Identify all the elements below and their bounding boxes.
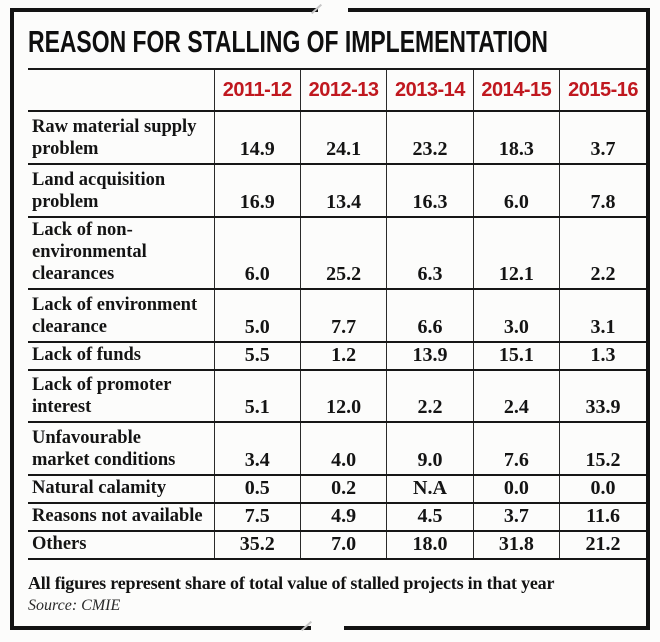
value-cell: 6.0: [213, 217, 301, 290]
value-cell: N.A: [386, 475, 474, 504]
value-cell: 3.4: [213, 422, 301, 476]
value-cell: 7.8: [559, 164, 646, 218]
row-label-text: Lack of non-environmental clearances: [32, 220, 147, 284]
value-cell: 0.5: [213, 475, 301, 504]
value-cell: 2.2: [559, 217, 646, 290]
source-credit: Source: CMIE: [28, 597, 121, 614]
value-cell: 3.7: [472, 503, 560, 532]
value-cell: 0.0: [559, 475, 646, 504]
row-label: Lack of non-environmental clearances: [28, 217, 214, 290]
value-cell: 7.5: [213, 503, 301, 532]
value-cell: 9.0: [386, 422, 474, 476]
year-header: 2014-15: [472, 70, 560, 112]
row-label: Lack of promoter interest: [28, 370, 214, 423]
value-cell: 7.7: [299, 289, 387, 343]
table-row: Lack of non-environmental clearances 6.0 2…: [28, 217, 646, 290]
value-cell: 7.6: [472, 422, 560, 476]
row-label: Raw material supply problem: [28, 111, 214, 165]
row-label-text: Others: [32, 534, 87, 554]
value-cell: 3.0: [472, 289, 560, 343]
row-label-text: Lack of funds: [32, 345, 141, 365]
value-cell: 13.4: [299, 164, 387, 218]
value-cell: 23.2: [386, 111, 474, 165]
value-cell: 11.6: [559, 503, 646, 532]
value-cell: 21.2: [559, 531, 646, 560]
value-cell: 15.2: [559, 422, 646, 476]
value-cell: 7.0: [299, 531, 387, 560]
value-cell: 1.2: [299, 342, 387, 371]
value-cell: 4.5: [386, 503, 474, 532]
row-label-text: Land acquisition problem: [32, 170, 166, 212]
row-label-text: Raw material supply problem: [32, 117, 197, 159]
year-header: 2015-16: [559, 70, 646, 112]
value-cell: 35.2: [213, 531, 301, 560]
value-cell: 25.2: [299, 217, 387, 290]
value-cell: 18.0: [386, 531, 474, 560]
value-cell: 4.0: [299, 422, 387, 476]
value-cell: 2.4: [472, 370, 560, 423]
year-header: 2013-14: [386, 70, 474, 112]
corner-cell: [28, 70, 214, 112]
row-label-text: Lack of promoter interest: [32, 375, 172, 417]
value-cell: 16.3: [386, 164, 474, 218]
row-label: Lack of funds: [28, 342, 214, 371]
value-cell: 0.0: [472, 475, 560, 504]
row-label: Reasons not available: [28, 503, 214, 532]
value-cell: 5.0: [213, 289, 301, 343]
row-label: Unfavourable market conditions: [28, 422, 214, 476]
value-cell: 15.1: [472, 342, 560, 371]
value-cell: 2.2: [386, 370, 474, 423]
value-cell: 18.3: [472, 111, 560, 165]
year-header: 2011-12: [213, 70, 301, 112]
value-cell: 1.3: [559, 342, 646, 371]
value-cell: 24.1: [299, 111, 387, 165]
value-cell: 33.9: [559, 370, 646, 423]
table-row: Lack of promoter interest 5.1 12.0 2.2 2.4 33…: [28, 370, 646, 423]
table-row: Raw material supply problem 14.9 24.1 23.2 1…: [28, 111, 646, 165]
value-cell: 13.9: [386, 342, 474, 371]
footnote: All figures represent share of total val…: [28, 573, 555, 593]
row-label: Natural calamity: [28, 475, 214, 504]
value-cell: 5.1: [213, 370, 301, 423]
value-cell: 5.5: [213, 342, 301, 371]
table-header: 2011-12 2012-13 2013-14 2014-15 2015-16: [28, 70, 646, 112]
value-cell: 4.9: [299, 503, 387, 532]
header-row: 2011-12 2012-13 2013-14 2014-15 2015-16: [28, 70, 646, 112]
row-label: Lack of environment clearance: [28, 289, 214, 343]
stalled-projects-table: 2011-12 2012-13 2013-14 2014-15 2015-16 Raw …: [28, 70, 646, 560]
bottom-border-notch: [311, 621, 344, 632]
value-cell: 12.1: [472, 217, 560, 290]
value-cell: 6.3: [386, 217, 474, 290]
table-row: Lack of environment clearance 5.0 7.7 6.6 3.…: [28, 289, 646, 343]
row-label: Land acquisition problem: [28, 164, 214, 218]
value-cell: 6.0: [472, 164, 560, 218]
row-label-text: Reasons not available: [32, 506, 203, 526]
value-cell: 16.9: [213, 164, 301, 218]
table-row: Lack of funds 5.5 1.2 13.9 15.1 1.3: [28, 342, 646, 371]
card-content: REASON FOR STALLING OF IMPLEMENTATION 20…: [28, 26, 646, 615]
value-cell: 0.2: [299, 475, 387, 504]
row-label-text: Unfavourable market conditions: [32, 428, 176, 470]
year-header: 2012-13: [299, 70, 387, 112]
top-border-notch: [318, 6, 348, 15]
table-row: Natural calamity 0.5 0.2 N.A 0.0 0.0: [28, 475, 646, 504]
table-row: Reasons not available 7.5 4.9 4.5 3.7 11.6: [28, 503, 646, 532]
value-cell: 3.7: [559, 111, 646, 165]
table-row: Land acquisition problem 16.9 13.4 16.3 6.0 7…: [28, 164, 646, 218]
title-underline: [28, 68, 646, 70]
value-cell: 12.0: [299, 370, 387, 423]
value-cell: 14.9: [213, 111, 301, 165]
table-row: Unfavourable market conditions 3.4 4.0 9.0 7…: [28, 422, 646, 476]
value-cell: 6.6: [386, 289, 474, 343]
row-label-text: Lack of environment clearance: [32, 295, 198, 337]
row-label: Others: [28, 531, 214, 560]
value-cell: 31.8: [472, 531, 560, 560]
table-body: Raw material supply problem 14.9 24.1 23.2 1…: [28, 111, 646, 560]
value-cell: 3.1: [559, 289, 646, 343]
row-label-text: Natural calamity: [32, 478, 167, 498]
table-row: Others 35.2 7.0 18.0 31.8 21.2: [28, 531, 646, 560]
page-title: REASON FOR STALLING OF IMPLEMENTATION: [28, 24, 548, 59]
